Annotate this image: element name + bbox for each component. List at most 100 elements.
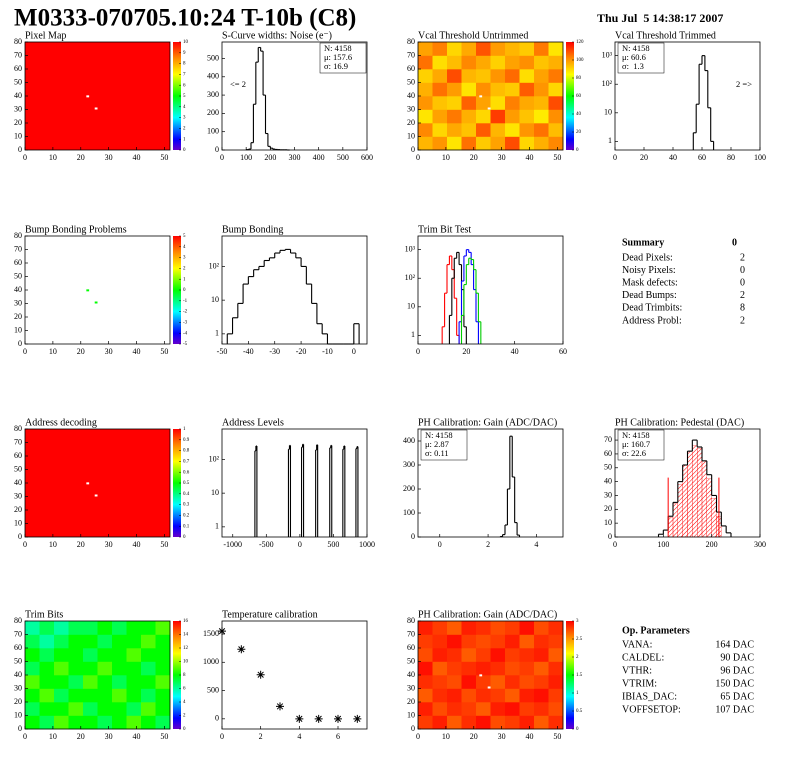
stats-line: μ: 157.6 xyxy=(324,52,352,62)
heatmap-cell xyxy=(461,96,477,110)
y-tick-label: 50 xyxy=(407,77,415,86)
x-tick-label: 200 xyxy=(706,540,718,549)
heatmap-cell xyxy=(490,55,506,70)
heatmap-fill xyxy=(25,429,170,537)
panel: Trim Bit Test 0 20 40 60 1 10 10² 10³ xyxy=(405,224,567,356)
star-marker xyxy=(237,645,246,654)
panel-title: Trim Bit Test xyxy=(418,224,471,235)
heatmap-cell xyxy=(39,648,55,662)
y-tick-label: 10² xyxy=(209,261,220,270)
stats-box xyxy=(617,429,665,461)
y-tick-label: 10 xyxy=(407,131,415,140)
heatmap-cell xyxy=(141,661,156,676)
z-tick-label: 7 xyxy=(183,73,186,78)
annotation: <= 2 xyxy=(230,79,246,89)
heatmap-cell xyxy=(112,634,127,649)
x-tick-label: 0 xyxy=(23,732,27,741)
x-tick-label: 20 xyxy=(77,540,85,549)
heatmap-cell xyxy=(97,661,113,676)
heatmap-cell xyxy=(432,136,448,151)
step-connector xyxy=(329,445,333,537)
x-tick-label: 10 xyxy=(442,153,450,162)
heatmap-cell xyxy=(519,136,535,151)
parameters-title: Op. Parameters xyxy=(622,625,690,636)
x-tick-label: 20 xyxy=(77,153,85,162)
heatmap-cell xyxy=(25,715,40,730)
heatmap-cell xyxy=(548,109,564,124)
heatmap-cell xyxy=(112,688,127,703)
stats-box xyxy=(617,42,665,74)
y-tick-label: 40 xyxy=(14,478,22,487)
heatmap-cell xyxy=(447,634,462,649)
z-tick-label: 1.5 xyxy=(576,673,583,678)
panel: PH Calibration: Gain (ADC/DAC) 0 0.5 1 1.5 2 2… xyxy=(407,609,583,741)
y-tick-label: 0 xyxy=(18,724,22,733)
heatmap-cell xyxy=(126,702,142,716)
step-connector xyxy=(355,446,359,537)
heatmap-cell xyxy=(490,96,506,110)
heatmap-cell xyxy=(519,69,535,83)
x-tick-label: 40 xyxy=(526,732,534,741)
heatmap-cell xyxy=(418,688,433,703)
heatmap-cell xyxy=(519,55,535,70)
heatmap-cell xyxy=(141,702,156,716)
y-tick-label: 40 xyxy=(14,670,22,679)
step-connector xyxy=(287,445,292,537)
y-tick-label: 0 xyxy=(215,714,219,723)
heatmap-cell xyxy=(418,634,433,649)
heatmap-cell xyxy=(141,648,156,662)
summary-title: Summary xyxy=(622,237,664,248)
heatmap-cell xyxy=(126,648,142,662)
heatmap-cell xyxy=(418,109,433,124)
z-tick-label: 2.5 xyxy=(576,637,583,642)
heatmap-cell xyxy=(476,55,491,70)
x-tick-label: -20 xyxy=(296,347,307,356)
heatmap-cell xyxy=(490,688,506,703)
stats-line: σ: 0.11 xyxy=(425,448,449,458)
heatmap-cell xyxy=(548,688,564,703)
heatmap-cell xyxy=(461,675,477,689)
x-tick-label: 0 xyxy=(416,347,420,356)
parameter-label: VTHR: xyxy=(622,665,652,676)
empty-pixel xyxy=(94,107,98,110)
parameter-value: 65 DAC xyxy=(720,691,754,702)
heatmap-cell xyxy=(432,69,448,83)
x-tick-label: 50 xyxy=(553,732,561,741)
heatmap-cell xyxy=(112,661,127,676)
x-tick-label: -50 xyxy=(217,347,228,356)
panel-title: Address decoding xyxy=(25,417,97,428)
heatmap-cell xyxy=(519,715,535,730)
summary-label: Address Probl: xyxy=(622,315,682,326)
stats-line: σ: 22.6 xyxy=(622,448,646,458)
x-tick-label: 6 xyxy=(336,732,340,741)
heatmap-cell xyxy=(432,715,448,730)
heatmap-cell xyxy=(141,634,156,649)
heatmap-cell xyxy=(534,634,549,649)
summary-count: 8 xyxy=(740,303,745,314)
star-marker xyxy=(295,714,304,723)
heatmap-cell xyxy=(141,715,156,730)
heatmap-cell xyxy=(418,96,433,110)
y-tick-label: 10² xyxy=(602,79,613,88)
heatmap-cell xyxy=(447,136,462,151)
y-tick-label: 400 xyxy=(207,72,219,81)
heatmap-cell xyxy=(432,688,448,703)
x-tick-label: 0 xyxy=(23,347,27,356)
x-tick-label: 500 xyxy=(337,153,349,162)
parameter-value: 96 DAC xyxy=(720,665,754,676)
y-tick-label: 10 xyxy=(14,325,22,334)
y-tick-label: 30 xyxy=(407,104,415,113)
x-tick-label: 10 xyxy=(49,540,57,549)
x-tick-label: 20 xyxy=(640,153,648,162)
fit-bar xyxy=(677,484,683,538)
page-title: M0333-070705.10:24 T-10b (C8) xyxy=(14,5,356,32)
y-tick-label: 40 xyxy=(407,670,415,679)
y-tick-label: 70 xyxy=(407,50,415,59)
z-tick-label: 8 xyxy=(183,62,186,67)
empty-pixel xyxy=(487,107,491,110)
y-tick-label: 1 xyxy=(215,522,219,531)
x-tick-label: -500 xyxy=(259,540,274,549)
z-tick-label: 4 xyxy=(183,700,186,705)
heatmap-cell xyxy=(432,109,448,124)
annotation: 2 => xyxy=(736,79,752,89)
